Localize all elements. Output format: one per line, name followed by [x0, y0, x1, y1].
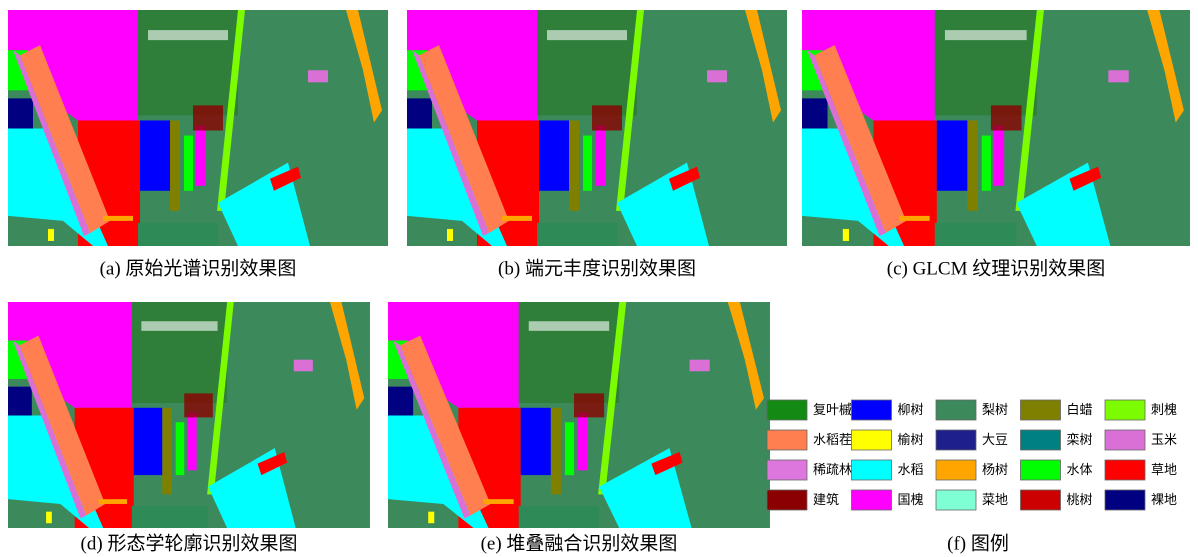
- legend-label: 玉米: [1151, 432, 1177, 447]
- legend-swatch: [1105, 460, 1145, 480]
- legend-label: 梨树: [982, 402, 1008, 417]
- legend-label: 水稻: [898, 462, 924, 477]
- map-a: [8, 10, 388, 246]
- legend-swatch: [936, 400, 976, 420]
- legend-label: 栾树: [1067, 432, 1093, 447]
- map-d: [8, 302, 370, 528]
- legend-swatch: [852, 490, 892, 510]
- legend-swatch: [1021, 460, 1061, 480]
- legend-label: 大豆: [982, 432, 1008, 447]
- legend-swatch: [1021, 490, 1061, 510]
- legend-swatch: [1105, 490, 1145, 510]
- legend-swatch: [1021, 400, 1061, 420]
- legend-label: 白蜡: [1067, 402, 1093, 417]
- caption: (d) 形态学轮廓识别效果图: [81, 532, 298, 554]
- legend-swatch: [936, 490, 976, 510]
- legend-label: 裸地: [1151, 492, 1177, 507]
- legend-swatch: [852, 430, 892, 450]
- caption: (a) 原始光谱识别效果图: [100, 257, 297, 279]
- legend-swatch: [852, 460, 892, 480]
- caption: (f) 图例: [947, 532, 1009, 554]
- legend-swatch: [767, 460, 807, 480]
- legend-swatch: [767, 400, 807, 420]
- legend-swatch: [767, 430, 807, 450]
- legend-swatch: [767, 490, 807, 510]
- legend-swatch: [1105, 400, 1145, 420]
- legend-label: 建筑: [813, 492, 839, 507]
- legend-swatch: [936, 430, 976, 450]
- legend-label: 复叶槭: [813, 402, 852, 417]
- legend-swatch: [936, 460, 976, 480]
- map-e: [388, 302, 770, 528]
- legend-label: 稀疏林: [813, 462, 852, 477]
- legend-label: 柳树: [898, 402, 924, 417]
- legend-label: 榆树: [898, 432, 924, 447]
- caption: (e) 堆叠融合识别效果图: [481, 532, 678, 554]
- legend-swatch: [1021, 430, 1061, 450]
- legend-swatch: [1105, 430, 1145, 450]
- map-b: [407, 10, 787, 246]
- figure: (a) 原始光谱识别效果图 (b) 端元丰度识别效果图 (c) GLCM 纹理识…: [0, 0, 1198, 557]
- legend-label: 桃树: [1067, 492, 1093, 507]
- legend-label: 菜地: [982, 492, 1008, 507]
- legend-swatch: [852, 400, 892, 420]
- legend-label: 水体: [1067, 462, 1093, 477]
- legend-label: 国槐: [898, 492, 924, 507]
- map-c: [802, 10, 1190, 246]
- legend-label: 刺槐: [1151, 402, 1177, 417]
- caption: (b) 端元丰度识别效果图: [498, 257, 696, 279]
- legend-label: 草地: [1151, 462, 1177, 477]
- legend-label: 杨树: [982, 462, 1008, 477]
- legend-label: 水稻茬: [813, 432, 852, 447]
- caption: (c) GLCM 纹理识别效果图: [887, 257, 1105, 279]
